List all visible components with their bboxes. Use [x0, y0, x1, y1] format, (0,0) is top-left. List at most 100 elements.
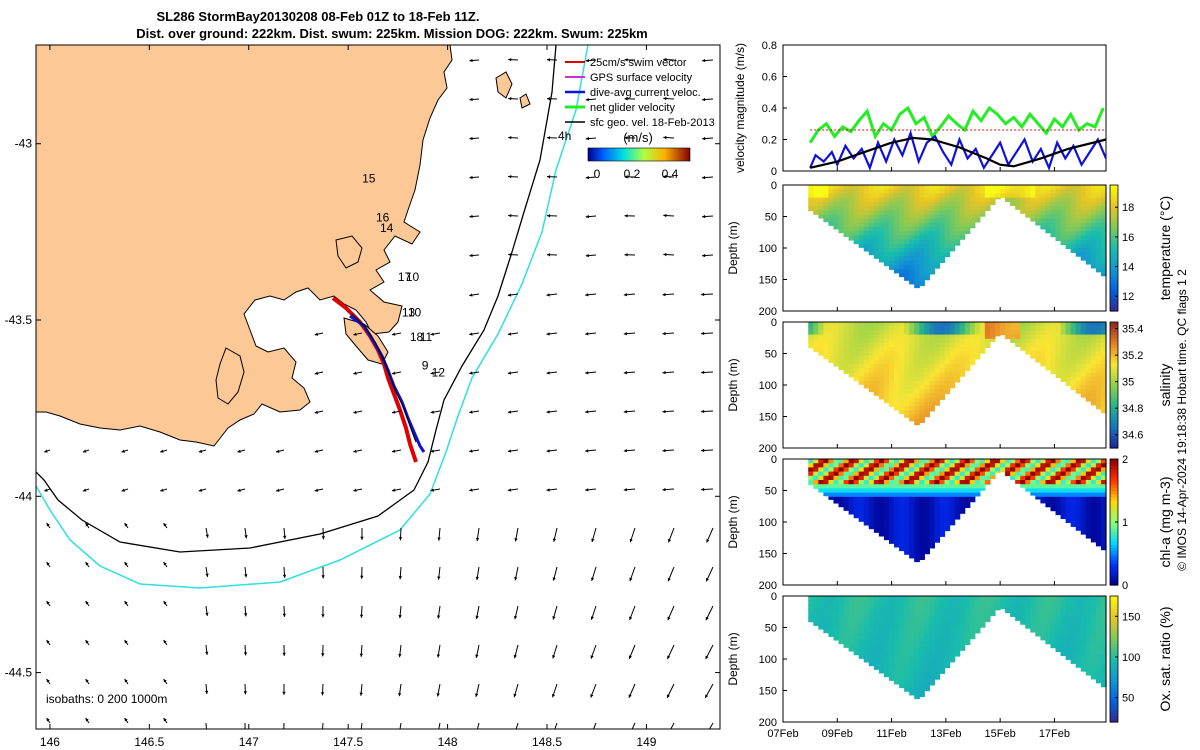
section-cell	[1030, 343, 1036, 348]
section-cell	[899, 671, 905, 677]
section-cell	[1080, 359, 1087, 365]
section-cell	[1065, 501, 1072, 506]
section-cell	[894, 338, 900, 344]
section-cell	[949, 347, 956, 352]
section-cell	[838, 364, 845, 369]
section-cell	[954, 621, 961, 626]
section-cell	[843, 206, 850, 211]
section-cell	[838, 343, 845, 348]
section-cell	[959, 338, 966, 344]
section-cell	[924, 376, 930, 382]
colorbar-segment	[1110, 518, 1118, 523]
section-cell	[989, 201, 996, 206]
section-cell	[1035, 343, 1041, 348]
section-cell	[894, 231, 900, 236]
section-cell	[894, 252, 900, 257]
section-cell	[929, 513, 936, 519]
vector-arrowhead	[585, 410, 589, 414]
section-cell	[1095, 201, 1102, 207]
section-cell	[873, 475, 880, 481]
section-cell	[1055, 343, 1062, 348]
section-cell	[878, 534, 885, 537]
section-cell	[964, 368, 971, 372]
vector-arrowhead	[662, 487, 666, 492]
section-cell	[1075, 372, 1082, 378]
section-cell	[1025, 322, 1031, 327]
section-cell	[883, 343, 890, 348]
section-cell	[828, 347, 835, 352]
section-cell	[959, 475, 966, 481]
section-cell	[929, 667, 936, 673]
section-cell	[1040, 633, 1047, 639]
section-cell	[1050, 351, 1057, 357]
section-cell	[873, 227, 880, 232]
section-cell	[934, 326, 941, 331]
track-day-label: 15	[362, 172, 376, 186]
section-cell	[964, 492, 971, 498]
section-cell	[873, 659, 880, 664]
section-cell	[1085, 654, 1092, 660]
section-cell	[843, 334, 850, 340]
vector-arrowhead	[436, 654, 441, 658]
colorbar-segment	[1110, 266, 1118, 271]
section-cell	[914, 600, 920, 605]
section-cell	[919, 496, 925, 502]
section-cell	[979, 617, 986, 622]
section-cell	[1095, 675, 1102, 681]
section-cell	[1025, 600, 1031, 605]
section-cell	[949, 185, 956, 190]
section-cell	[944, 646, 951, 652]
section-cell	[1075, 659, 1082, 664]
section-cell	[894, 625, 900, 631]
section-cell	[888, 347, 895, 352]
section-cell	[899, 513, 905, 519]
section-cell	[1025, 463, 1031, 468]
section-cell	[949, 210, 956, 215]
section-cell	[878, 243, 885, 249]
section-cell	[1010, 322, 1016, 327]
section-cell	[1090, 248, 1097, 253]
section-cell	[929, 343, 936, 348]
section-cell	[1090, 604, 1097, 610]
section-cell	[959, 235, 966, 240]
section-cell	[974, 480, 981, 485]
section-cell	[929, 684, 936, 686]
section-cell	[979, 201, 986, 207]
section-cell	[873, 629, 880, 635]
section-cell	[959, 343, 966, 348]
section-cell	[848, 513, 855, 515]
section-cell	[1070, 638, 1077, 643]
section-cell	[894, 347, 900, 352]
section-cell	[1055, 330, 1062, 336]
section-cell	[904, 193, 910, 199]
section-cell	[969, 338, 976, 344]
section-cell	[894, 534, 900, 540]
section-cell	[823, 206, 830, 211]
section-cell	[1080, 355, 1087, 361]
section-cell	[878, 617, 885, 622]
section-cell	[1065, 492, 1072, 498]
section-cell	[894, 214, 900, 220]
section-cell	[1020, 617, 1026, 622]
section-cell	[899, 248, 905, 253]
section-cell	[899, 260, 905, 266]
section-cell	[904, 351, 910, 357]
section-cell	[848, 214, 855, 220]
section-cell	[1100, 638, 1107, 643]
section-cell	[914, 330, 920, 336]
section-cell	[909, 235, 915, 241]
section-cell	[833, 218, 840, 224]
section-cell	[1060, 492, 1067, 498]
section-cell	[1075, 463, 1082, 468]
section-cell	[909, 414, 915, 420]
section-cell	[939, 210, 946, 215]
section-cell	[934, 671, 941, 677]
section-cell	[1060, 355, 1067, 361]
section-cell	[914, 277, 920, 283]
vector-arrowhead	[282, 613, 287, 617]
section-cell	[883, 359, 890, 365]
section-cell	[914, 243, 920, 249]
section-cell	[914, 543, 920, 548]
section-cell	[1070, 231, 1077, 236]
section-cell	[909, 193, 915, 199]
